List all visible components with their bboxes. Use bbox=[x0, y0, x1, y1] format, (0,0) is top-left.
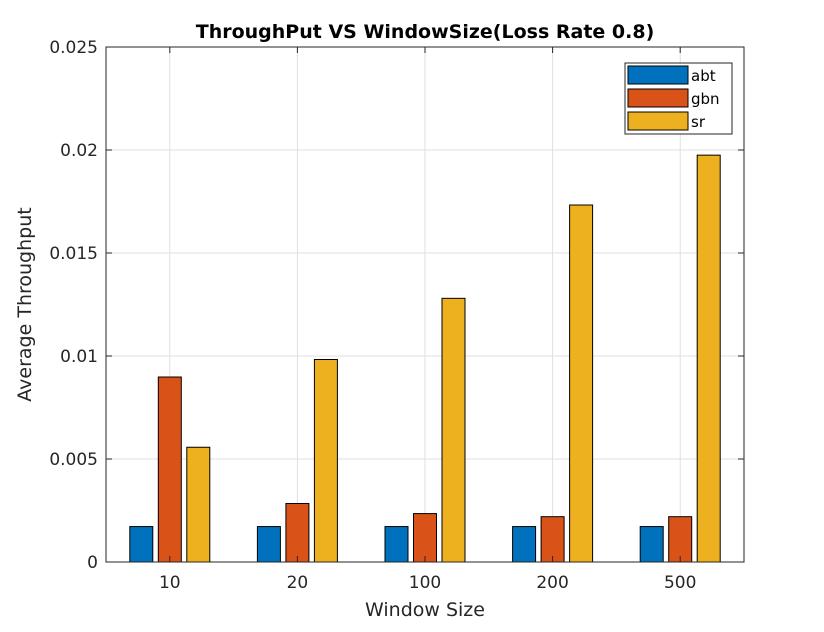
bar-sr-500 bbox=[696, 154, 721, 563]
x-tick-label: 500 bbox=[664, 573, 696, 593]
legend-label-abt: abt bbox=[691, 67, 716, 85]
bar-abt-200 bbox=[512, 526, 537, 563]
legend-label-gbn: gbn bbox=[691, 90, 720, 108]
x-tick-label: 200 bbox=[536, 573, 568, 593]
ticks: 0 0.005 0.01 0.015 0.02 0.025 10 20 100 200 500 bbox=[49, 38, 744, 593]
legend-swatch-sr bbox=[627, 111, 689, 131]
legend-swatch-gbn bbox=[627, 88, 689, 108]
legend-items: abt gbn sr bbox=[627, 65, 720, 131]
x-tick-label: 100 bbox=[409, 573, 441, 593]
y-tick-label: 0 bbox=[87, 553, 98, 573]
y-tick-label: 0.005 bbox=[49, 450, 98, 470]
y-tick-label: 0.015 bbox=[49, 244, 98, 264]
y-tick-label: 0.025 bbox=[49, 38, 98, 58]
bar-gbn-20 bbox=[285, 502, 310, 563]
grid-lines bbox=[106, 46, 744, 563]
bar-abt-10 bbox=[129, 526, 154, 563]
y-tick-label: 0.02 bbox=[60, 141, 98, 161]
bar-gbn-100 bbox=[413, 513, 437, 563]
bar-sr-10 bbox=[186, 446, 211, 563]
bar-gbn-500 bbox=[668, 516, 693, 563]
y-tick-label: 0.01 bbox=[60, 347, 98, 367]
bar-abt-500 bbox=[639, 526, 664, 563]
bar-sr-200 bbox=[569, 204, 594, 563]
legend: abt gbn sr bbox=[624, 62, 733, 135]
legend-swatch-abt bbox=[627, 65, 689, 85]
bar-abt-20 bbox=[256, 526, 281, 563]
chart-title: ThroughPut VS WindowSize(Loss Rate 0.8) bbox=[196, 21, 655, 43]
bar-sr-20 bbox=[313, 359, 338, 563]
y-axis-label: Average Throughput bbox=[14, 207, 36, 401]
bar-gbn-10 bbox=[157, 376, 182, 563]
bar-sr-100 bbox=[441, 297, 466, 563]
x-tick-label: 20 bbox=[287, 573, 309, 593]
bar-gbn-200 bbox=[540, 516, 565, 563]
legend-label-sr: sr bbox=[691, 113, 706, 131]
x-axis-label: Window Size bbox=[365, 599, 485, 621]
x-tick-label: 10 bbox=[159, 573, 181, 593]
bar-abt-100 bbox=[384, 526, 409, 563]
